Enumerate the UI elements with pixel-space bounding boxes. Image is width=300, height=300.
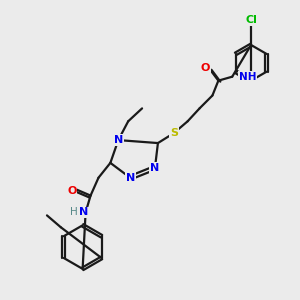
Text: N: N [150,163,160,173]
Text: O: O [201,63,210,73]
Text: O: O [67,186,76,196]
Text: H: H [70,207,78,218]
Text: N: N [79,207,88,218]
Text: NH: NH [239,72,257,82]
Text: N: N [126,173,135,183]
Text: Cl: Cl [245,15,257,25]
Text: S: S [170,128,178,138]
Text: N: N [114,135,123,145]
